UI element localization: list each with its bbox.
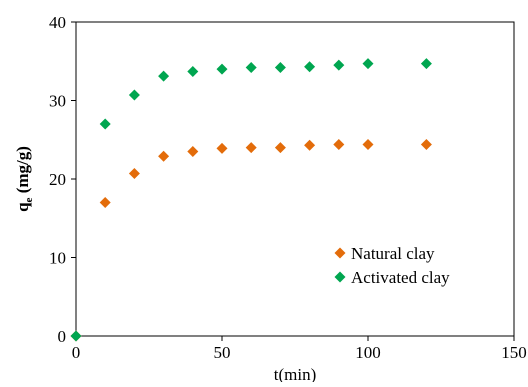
y-tick-label: 20	[49, 170, 66, 189]
y-axis-ticks: 0 10 20 30 40	[49, 13, 76, 346]
x-tick-label: 50	[214, 343, 231, 362]
y-axis-title-main: q	[13, 202, 32, 212]
natural-clay-point	[187, 146, 199, 158]
natural-clay-point	[420, 138, 432, 150]
natural-clay-point	[245, 142, 257, 154]
legend-marker	[334, 271, 346, 283]
natural-clay-point	[99, 197, 111, 209]
legend: Natural clay Activated clay	[334, 244, 450, 287]
activated-clay-point	[158, 70, 170, 82]
activated-clay-point	[362, 58, 374, 70]
natural-clay-point	[304, 139, 316, 151]
y-tick-label: 10	[49, 249, 66, 268]
activated-clay-point	[216, 63, 228, 75]
y-tick-label: 40	[49, 13, 66, 32]
legend-label: Natural clay	[351, 244, 435, 263]
natural-clay-point	[362, 138, 374, 150]
x-tick-label: 100	[355, 343, 381, 362]
legend-marker	[334, 247, 346, 259]
activated-clay-point	[187, 65, 199, 77]
natural-clay-point	[158, 150, 170, 162]
activated-clay-point	[274, 62, 286, 74]
y-tick-label: 0	[58, 327, 67, 346]
activated-clay-point	[245, 62, 257, 74]
activated-clay-point	[304, 61, 316, 73]
activated-clay-point	[99, 118, 111, 130]
y-axis-title-unit: (mg/g)	[13, 146, 32, 197]
natural-clay-point	[128, 168, 140, 180]
activated-clay-point	[70, 330, 82, 342]
activated-clay-point	[420, 58, 432, 70]
x-axis-ticks: 0 50 100 150	[72, 336, 527, 362]
activated-clay-point	[128, 89, 140, 101]
natural-clay-point	[274, 142, 286, 154]
natural-clay-point	[216, 142, 228, 154]
x-tick-label: 150	[501, 343, 527, 362]
y-axis-title: qe (mg/g)	[13, 146, 35, 212]
data-points	[70, 58, 432, 342]
natural-clay-point	[333, 138, 345, 150]
x-tick-label: 0	[72, 343, 81, 362]
plot-area	[75, 21, 515, 337]
activated-clay-point	[333, 59, 345, 71]
x-axis-title: t(min)	[274, 365, 317, 382]
y-axis-title-subscript: e	[23, 197, 35, 202]
y-tick-label: 30	[49, 92, 66, 111]
legend-label: Activated clay	[351, 268, 450, 287]
